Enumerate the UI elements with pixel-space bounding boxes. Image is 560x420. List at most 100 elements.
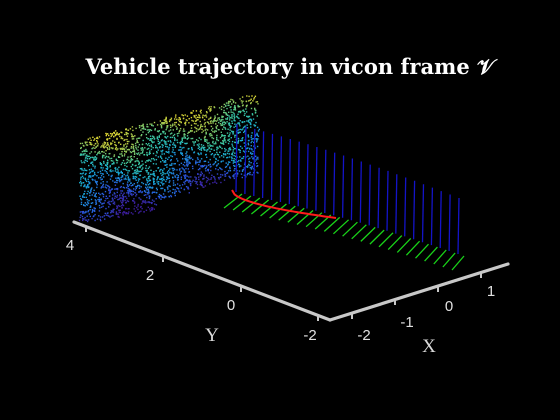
pointcloud-point (240, 100, 243, 102)
pointcloud-point (246, 95, 248, 97)
pointcloud-point (200, 109, 202, 111)
pointcloud-point (184, 183, 186, 185)
pointcloud-point (241, 121, 243, 123)
pointcloud-point (184, 142, 186, 145)
pointcloud-point (121, 151, 123, 153)
pointcloud-point (218, 129, 220, 131)
pointcloud-point (86, 141, 88, 143)
pointcloud-point (198, 176, 200, 178)
pointcloud-point (149, 135, 152, 137)
pointcloud-point (174, 163, 176, 165)
pointcloud-point (200, 138, 202, 141)
pointcloud-point (171, 136, 173, 139)
pointcloud-point (224, 136, 226, 139)
pointcloud-point (220, 108, 223, 111)
pointcloud-point (174, 122, 176, 124)
pointcloud-point (115, 181, 117, 183)
pointcloud-point (78, 219, 81, 222)
pointcloud-point (104, 144, 106, 146)
pointcloud-point (93, 139, 95, 141)
pointcloud-point (255, 155, 257, 157)
pointcloud-point (240, 165, 242, 167)
pointcloud-point (228, 100, 230, 103)
frame-z-marker (368, 164, 371, 226)
pointcloud-point (250, 162, 252, 164)
pointcloud-point (254, 124, 257, 127)
pointcloud-point (206, 156, 208, 158)
pointcloud-point (88, 186, 90, 188)
pointcloud-point (128, 208, 130, 210)
pointcloud-point (150, 139, 152, 141)
pointcloud-point (164, 142, 166, 144)
pointcloud-point (82, 212, 84, 215)
pointcloud-point (103, 147, 105, 149)
pointcloud-point (192, 120, 194, 122)
pointcloud-point (162, 130, 164, 133)
frame-x-marker (378, 232, 394, 248)
pointcloud-point (214, 117, 216, 119)
pointcloud-point (156, 181, 158, 183)
pointcloud-point (108, 203, 111, 205)
pointcloud-point (138, 154, 141, 156)
pointcloud-point (224, 111, 226, 114)
pointcloud-point (224, 153, 227, 155)
pointcloud-point (208, 146, 210, 149)
pointcloud-point (133, 172, 135, 174)
pointcloud-point (216, 153, 219, 155)
pointcloud-point (134, 189, 137, 191)
pointcloud-point (219, 136, 222, 139)
pointcloud-point (253, 97, 256, 99)
pointcloud-point (225, 165, 228, 168)
pointcloud-point (142, 131, 144, 133)
pointcloud-point (157, 156, 160, 158)
pointcloud-point (211, 129, 213, 131)
pointcloud-point (227, 104, 229, 107)
pointcloud-point (83, 150, 85, 152)
pointcloud-point (157, 140, 159, 143)
pointcloud-point (170, 119, 172, 121)
pointcloud-point (164, 173, 166, 175)
pointcloud-point (168, 185, 170, 187)
pointcloud-point (107, 197, 109, 199)
pointcloud-point (154, 175, 156, 177)
pointcloud-point (161, 171, 164, 173)
pointcloud-point (126, 183, 129, 185)
pointcloud-point (140, 147, 142, 149)
pointcloud-point (132, 177, 135, 180)
pointcloud-point (256, 115, 258, 117)
pointcloud-point (93, 207, 95, 209)
pointcloud-point (79, 154, 82, 156)
pointcloud-point (91, 161, 94, 163)
pointcloud-point (101, 216, 104, 218)
pointcloud-point (227, 170, 230, 172)
pointcloud-point (228, 134, 231, 136)
pointcloud-point (215, 182, 218, 184)
pointcloud-point (228, 124, 231, 127)
pointcloud-point (207, 177, 209, 180)
pointcloud-point (114, 141, 116, 143)
pointcloud-point (117, 198, 119, 201)
pointcloud-point (110, 210, 112, 212)
pointcloud-point (248, 158, 250, 160)
pointcloud-point (87, 138, 89, 140)
pointcloud-point (200, 112, 202, 114)
pointcloud-point (153, 208, 155, 210)
pointcloud-point (199, 167, 201, 170)
pointcloud-point (217, 139, 220, 142)
pointcloud-point (223, 141, 225, 143)
frame-z-marker (457, 197, 460, 255)
pointcloud-point (116, 137, 118, 140)
pointcloud-point (116, 181, 118, 184)
pointcloud-point (132, 147, 135, 150)
pointcloud-point (144, 191, 147, 193)
pointcloud-point (134, 172, 137, 174)
pointcloud-point (94, 165, 96, 167)
pointcloud-point (174, 184, 176, 186)
pointcloud-point (90, 139, 92, 141)
pointcloud-point (82, 210, 84, 213)
pointcloud-point (219, 167, 221, 169)
pointcloud-point (112, 209, 114, 212)
pointcloud-point (135, 185, 137, 188)
pointcloud-point (161, 157, 163, 160)
pointcloud-point (209, 133, 212, 135)
